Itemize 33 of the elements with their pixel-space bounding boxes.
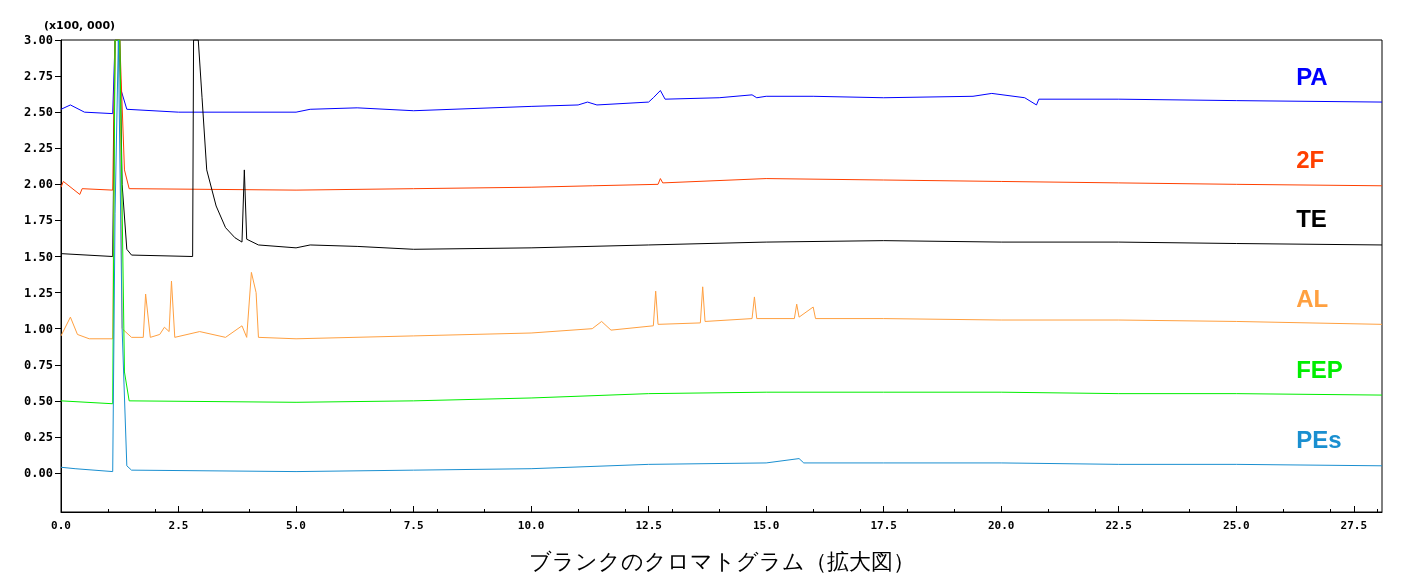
y-tick-label: 0.50	[24, 393, 53, 408]
x-tick-label: 5.0	[286, 519, 306, 532]
y-tick-label: 1.50	[24, 249, 53, 264]
y-tick-label: 3.00	[24, 33, 53, 47]
x-tick-label: 15.0	[752, 519, 780, 532]
x-tick-label: 22.5	[1105, 519, 1132, 532]
x-tick-label: 2.5	[168, 519, 189, 532]
y-tick-label: 2.75	[24, 69, 53, 84]
x-tick-label: 12.5	[635, 519, 662, 532]
x-tick-label: 0.0	[51, 519, 71, 532]
series-label: TE	[1296, 205, 1327, 233]
x-axis-title: ブランクのクロマトグラム（拡大図）	[528, 548, 915, 574]
series-label: 2F	[1296, 146, 1325, 174]
series-label: PEs	[1296, 426, 1342, 454]
x-tick-label: 17.5	[870, 519, 897, 532]
x-tick-label: 7.5	[403, 519, 424, 532]
x-tick-label: 20.0	[987, 519, 1015, 532]
series-label: PA	[1296, 62, 1328, 90]
series-label: FEP	[1296, 355, 1343, 383]
y-tick-label: 0.00	[24, 466, 53, 481]
y-tick-label: 2.50	[24, 105, 53, 120]
x-tick-label: 25.0	[1223, 519, 1250, 532]
y-tick-label: 0.75	[24, 357, 53, 372]
y-tick-label: 1.25	[24, 285, 53, 300]
x-tick-label: 27.5	[1340, 519, 1368, 532]
y-tick-label: 1.75	[24, 213, 53, 228]
text: (x100, 000)	[44, 19, 116, 32]
y-tick-label: 2.00	[24, 177, 53, 192]
y-tick-label: 0.25	[24, 429, 53, 444]
y-tick-label: 2.25	[24, 141, 53, 156]
x-tick-label: 10.0	[517, 519, 545, 532]
y-tick-label: 1.00	[24, 321, 53, 336]
series-label: AL	[1296, 284, 1329, 312]
